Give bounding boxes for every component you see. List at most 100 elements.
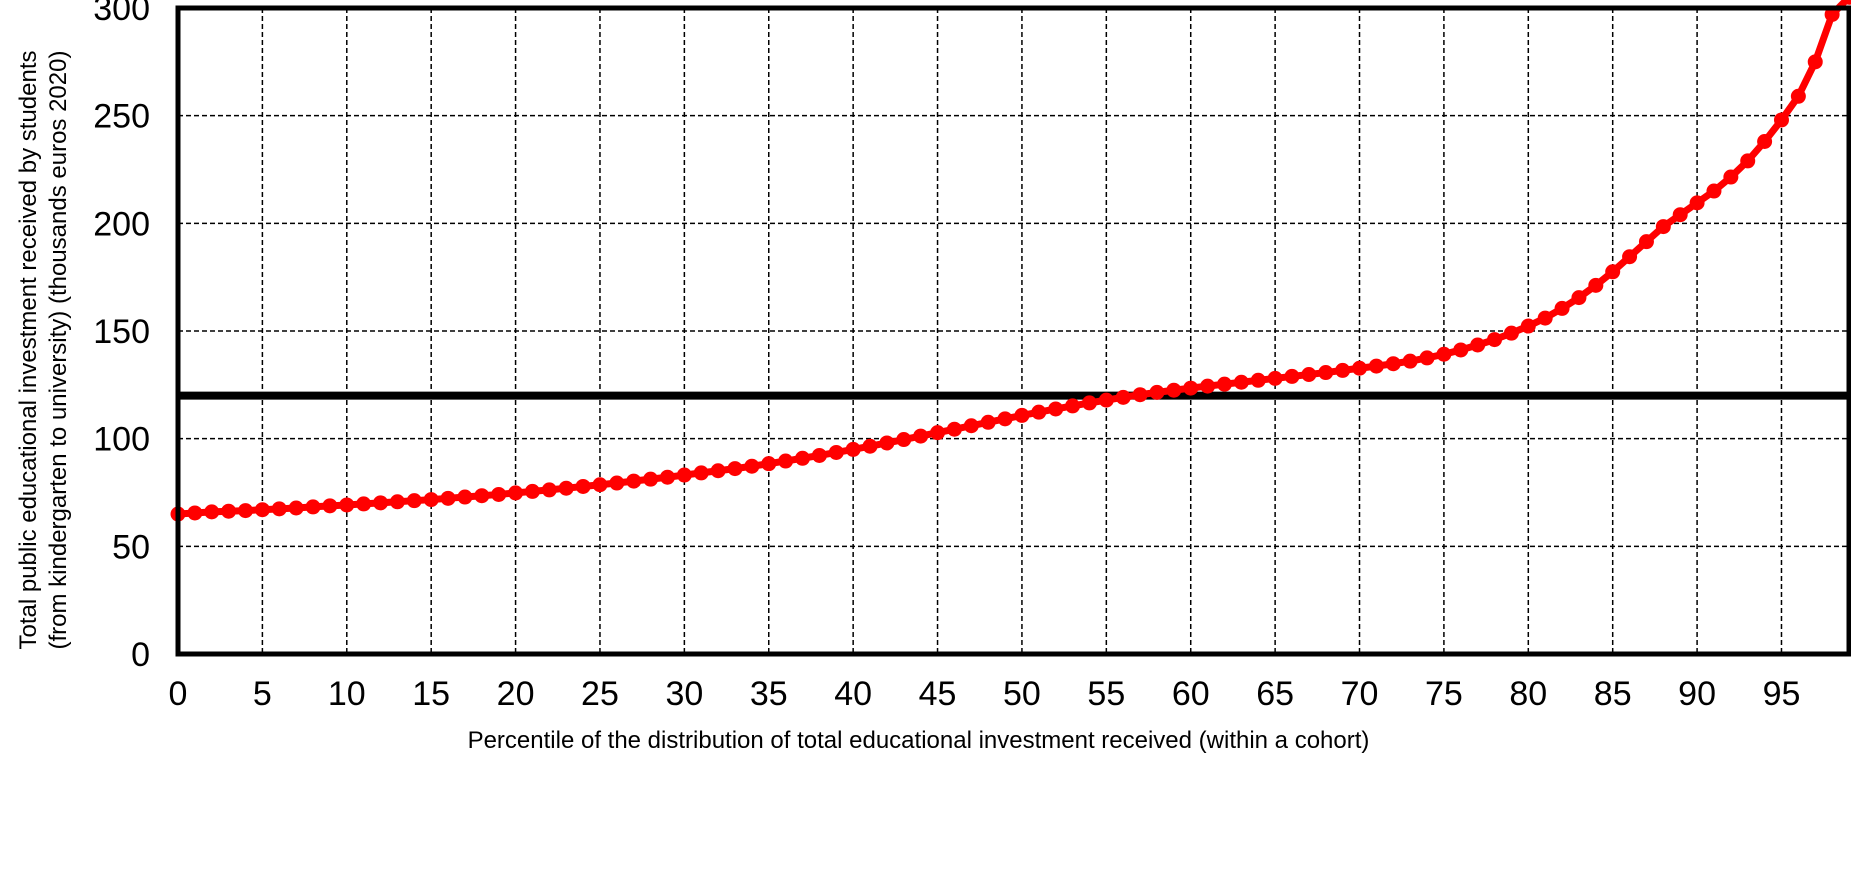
data-point bbox=[727, 461, 743, 477]
data-point bbox=[1842, 0, 1851, 5]
x-tick-label: 40 bbox=[834, 675, 872, 713]
data-point bbox=[1216, 376, 1232, 392]
data-point bbox=[1267, 370, 1283, 386]
x-tick-label: 90 bbox=[1678, 675, 1716, 713]
data-point bbox=[1537, 310, 1553, 326]
data-point bbox=[710, 463, 726, 479]
data-point bbox=[1571, 290, 1587, 306]
x-tick-label: 95 bbox=[1763, 675, 1801, 713]
x-tick-label: 10 bbox=[328, 675, 366, 713]
data-point bbox=[795, 450, 811, 466]
data-point bbox=[1284, 368, 1300, 384]
data-point bbox=[491, 486, 507, 502]
data-point bbox=[1335, 362, 1351, 378]
data-point bbox=[1807, 54, 1823, 70]
data-point bbox=[659, 469, 675, 485]
data-point bbox=[1115, 389, 1131, 405]
grid-lines bbox=[178, 7, 1849, 654]
data-point bbox=[946, 421, 962, 437]
data-point bbox=[980, 414, 996, 430]
data-point bbox=[1183, 380, 1199, 396]
data-point bbox=[1081, 395, 1097, 411]
data-point bbox=[221, 503, 237, 519]
data-point bbox=[440, 490, 456, 506]
data-point bbox=[1605, 264, 1621, 280]
data-point bbox=[913, 428, 929, 444]
data-point bbox=[828, 444, 844, 460]
data-point bbox=[1352, 360, 1368, 376]
data-point bbox=[1520, 318, 1536, 334]
plot-frame bbox=[175, 5, 1851, 657]
data-point bbox=[339, 497, 355, 513]
data-point bbox=[1014, 407, 1030, 423]
y-tick-label: 250 bbox=[93, 98, 150, 136]
data-point bbox=[1470, 337, 1486, 353]
data-point bbox=[238, 503, 254, 519]
data-point bbox=[1588, 277, 1604, 293]
x-tick-label: 35 bbox=[750, 675, 788, 713]
x-tick-label: 15 bbox=[412, 675, 450, 713]
x-tick-label: 30 bbox=[665, 675, 703, 713]
data-point bbox=[896, 432, 912, 448]
data-point bbox=[1503, 325, 1519, 341]
x-tick-label: 75 bbox=[1425, 675, 1463, 713]
data-point bbox=[1740, 153, 1756, 169]
data-point bbox=[1402, 353, 1418, 369]
x-tick-label: 65 bbox=[1256, 675, 1294, 713]
data-point bbox=[963, 418, 979, 434]
x-tick-label: 60 bbox=[1172, 675, 1210, 713]
data-point bbox=[271, 501, 287, 517]
data-point bbox=[1166, 382, 1182, 398]
y-axis-title-line-1: Total public educational investment rece… bbox=[15, 50, 42, 649]
data-point bbox=[845, 441, 861, 457]
y-tick-label: 100 bbox=[93, 421, 150, 459]
data-point bbox=[254, 502, 270, 518]
data-point bbox=[1706, 183, 1722, 199]
data-point bbox=[524, 483, 540, 499]
data-point bbox=[1098, 392, 1114, 408]
x-tick-label: 70 bbox=[1341, 675, 1379, 713]
data-point bbox=[1638, 234, 1654, 250]
data-point bbox=[609, 475, 625, 491]
x-tick-label: 50 bbox=[1003, 675, 1041, 713]
data-point bbox=[1672, 207, 1688, 223]
y-tick-label: 0 bbox=[131, 636, 150, 674]
data-point bbox=[457, 489, 473, 505]
data-point bbox=[643, 471, 659, 487]
y-tick-label: 150 bbox=[93, 313, 150, 351]
data-point bbox=[356, 496, 372, 512]
data-point bbox=[322, 498, 338, 514]
data-point bbox=[778, 453, 794, 469]
data-point bbox=[1689, 195, 1705, 211]
data-point bbox=[626, 473, 642, 489]
data-point bbox=[1453, 342, 1469, 358]
data-point bbox=[997, 411, 1013, 427]
data-point bbox=[575, 478, 591, 494]
data-point bbox=[930, 425, 946, 441]
x-tick-label: 25 bbox=[581, 675, 619, 713]
y-tick-label: 50 bbox=[112, 528, 150, 566]
data-point bbox=[1250, 372, 1266, 388]
x-tick-labels: 0 5 10 15 20 25 30 35 40 45 50 55 60 65 70 75 80 85 90 95 bbox=[169, 675, 1801, 713]
data-point bbox=[1318, 365, 1334, 381]
data-point bbox=[862, 438, 878, 454]
series-line bbox=[177, 0, 1851, 518]
data-point bbox=[1065, 398, 1081, 414]
data-point bbox=[508, 485, 524, 501]
data-point bbox=[1048, 401, 1064, 417]
data-point bbox=[558, 480, 574, 496]
x-tick-label: 5 bbox=[253, 675, 272, 713]
data-point bbox=[1368, 358, 1384, 374]
data-point bbox=[592, 477, 608, 493]
data-point bbox=[187, 505, 203, 521]
x-tick-label: 0 bbox=[169, 675, 188, 713]
data-point bbox=[1132, 387, 1148, 403]
data-point bbox=[204, 504, 220, 520]
y-tick-label: 200 bbox=[93, 205, 150, 243]
x-tick-label: 85 bbox=[1594, 675, 1632, 713]
data-point bbox=[1824, 6, 1840, 22]
y-tick-labels: 0 50 100 150 200 250 300 bbox=[93, 0, 150, 674]
data-point bbox=[761, 456, 777, 472]
x-tick-label: 20 bbox=[497, 675, 535, 713]
